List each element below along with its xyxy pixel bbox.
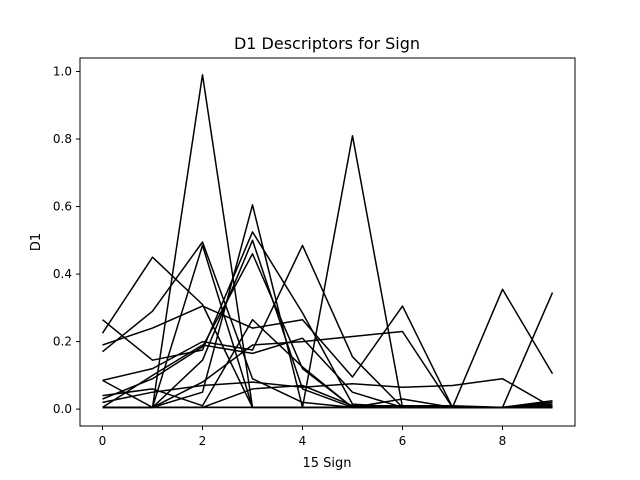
series-line-10 bbox=[102, 239, 553, 409]
y-axis-label: D1 bbox=[29, 233, 44, 251]
series-line-8 bbox=[102, 204, 553, 409]
y-tick-label: 0.8 bbox=[53, 132, 72, 146]
x-tick-label: 8 bbox=[499, 434, 507, 448]
series-line-7 bbox=[102, 241, 553, 409]
x-tick-label: 4 bbox=[299, 434, 307, 448]
y-tick-label: 0.6 bbox=[53, 200, 72, 214]
series-lines bbox=[101, 74, 554, 409]
y-tick-label: 0.4 bbox=[53, 267, 72, 281]
series-line-13 bbox=[102, 377, 553, 409]
plot-frame bbox=[79, 57, 576, 427]
y-tick-label: 0.0 bbox=[53, 402, 72, 416]
series-line-14 bbox=[102, 384, 553, 409]
x-axis-ticks: 0 2 4 6 8 bbox=[99, 426, 507, 448]
series-line-17 bbox=[102, 318, 553, 409]
y-tick-label: 0.2 bbox=[53, 335, 72, 349]
chart-title: D1 Descriptors for Sign bbox=[234, 34, 420, 53]
y-axis-ticks: 0.0 0.2 0.4 0.6 0.8 1.0 bbox=[53, 65, 80, 416]
x-axis-label: 15 Sign bbox=[302, 456, 351, 471]
x-tick-label: 0 bbox=[99, 434, 107, 448]
y-tick-label: 1.0 bbox=[53, 65, 72, 79]
x-tick-label: 2 bbox=[199, 434, 207, 448]
x-tick-label: 6 bbox=[399, 434, 407, 448]
